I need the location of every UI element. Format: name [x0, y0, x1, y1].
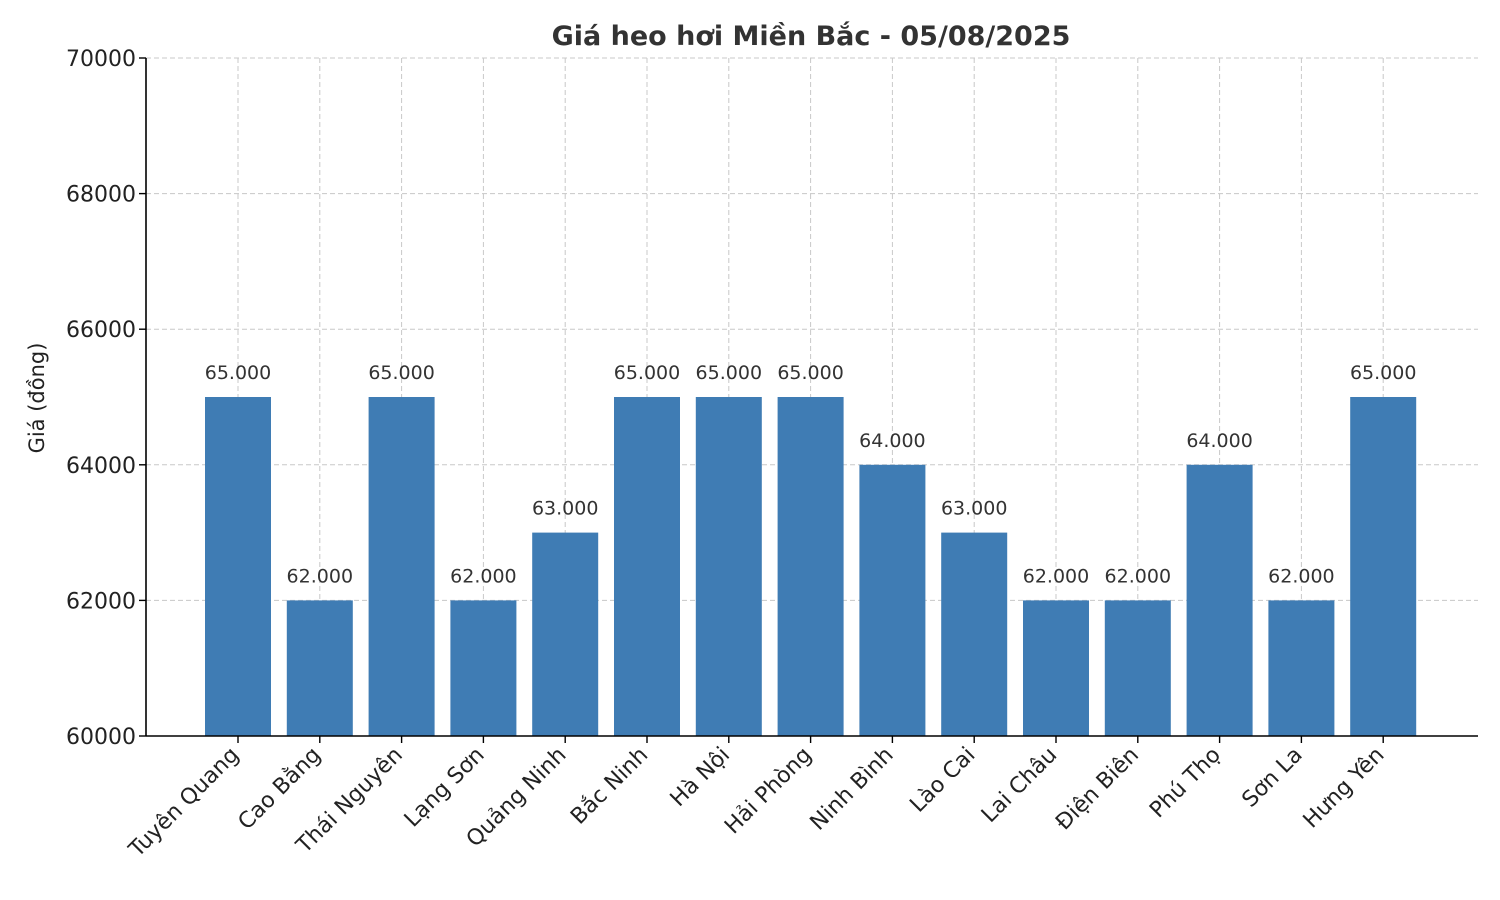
bar	[1268, 600, 1335, 736]
x-tick-label: Hưng Yên	[1299, 743, 1390, 834]
y-axis-label: Giá (đồng)	[25, 343, 49, 454]
bar-value-label: 62.000	[1023, 565, 1089, 587]
x-tick-label: Điện Biên	[1051, 743, 1144, 836]
bar	[205, 397, 271, 736]
bar-value-label: 65.000	[205, 362, 271, 384]
bar	[368, 397, 435, 736]
bar	[614, 397, 680, 736]
y-tick-label: 70000	[66, 47, 136, 72]
bar	[1350, 397, 1417, 736]
bar-value-labels: 65.000 62.000 65.000 62.000 63.000 65.000 65.0…	[205, 362, 1417, 587]
bar-value-label: 65.000	[614, 362, 680, 384]
bar	[1186, 464, 1253, 736]
bar	[286, 600, 353, 736]
y-tick-label: 64000	[66, 454, 136, 479]
bar-value-label: 65.000	[777, 362, 843, 384]
x-tick-label: Lai Châu	[977, 743, 1062, 828]
axes	[145, 58, 1478, 737]
bar	[1104, 600, 1171, 736]
bar-value-label: 63.000	[941, 498, 1007, 520]
x-tick-label: Lào Cai	[905, 743, 980, 818]
x-tick-label: Ninh Bình	[806, 743, 899, 836]
bar-value-label: 62.000	[1105, 565, 1171, 587]
x-tick-label: Tuyên Quang	[124, 743, 244, 863]
bar	[450, 600, 517, 736]
bar	[695, 397, 762, 736]
bar	[532, 532, 599, 736]
bar-value-label: 62.000	[450, 565, 516, 587]
bar-value-label: 65.000	[696, 362, 762, 384]
bar-value-label: 65.000	[1350, 362, 1416, 384]
bar-value-label: 64.000	[1186, 430, 1252, 452]
y-tick-label: 66000	[66, 318, 136, 343]
bar-value-label: 62.000	[287, 565, 353, 587]
x-tick-label: Hải Phòng	[720, 743, 817, 840]
bar	[777, 397, 844, 736]
y-tick-label: 68000	[66, 183, 136, 208]
x-tick-label: Phú Thọ	[1145, 743, 1226, 824]
x-tick-label: Hà Nội	[666, 743, 735, 812]
bar-value-label: 63.000	[532, 498, 598, 520]
bar	[1023, 600, 1089, 736]
bar	[859, 464, 926, 736]
bars	[205, 397, 1417, 736]
y-ticks: 60000 62000 64000 66000 68000 70000	[66, 47, 146, 750]
bar	[941, 532, 1008, 736]
bar-value-label: 62.000	[1268, 565, 1334, 587]
y-tick-label: 60000	[66, 725, 136, 750]
x-tick-label: Sơn La	[1238, 743, 1308, 813]
y-tick-label: 62000	[66, 589, 136, 614]
chart-title: Giá heo hơi Miền Bắc - 05/08/2025	[552, 21, 1071, 52]
bar-value-label: 65.000	[368, 362, 434, 384]
bar-value-label: 64.000	[859, 430, 925, 452]
x-tick-label: Bắc Ninh	[566, 743, 653, 830]
